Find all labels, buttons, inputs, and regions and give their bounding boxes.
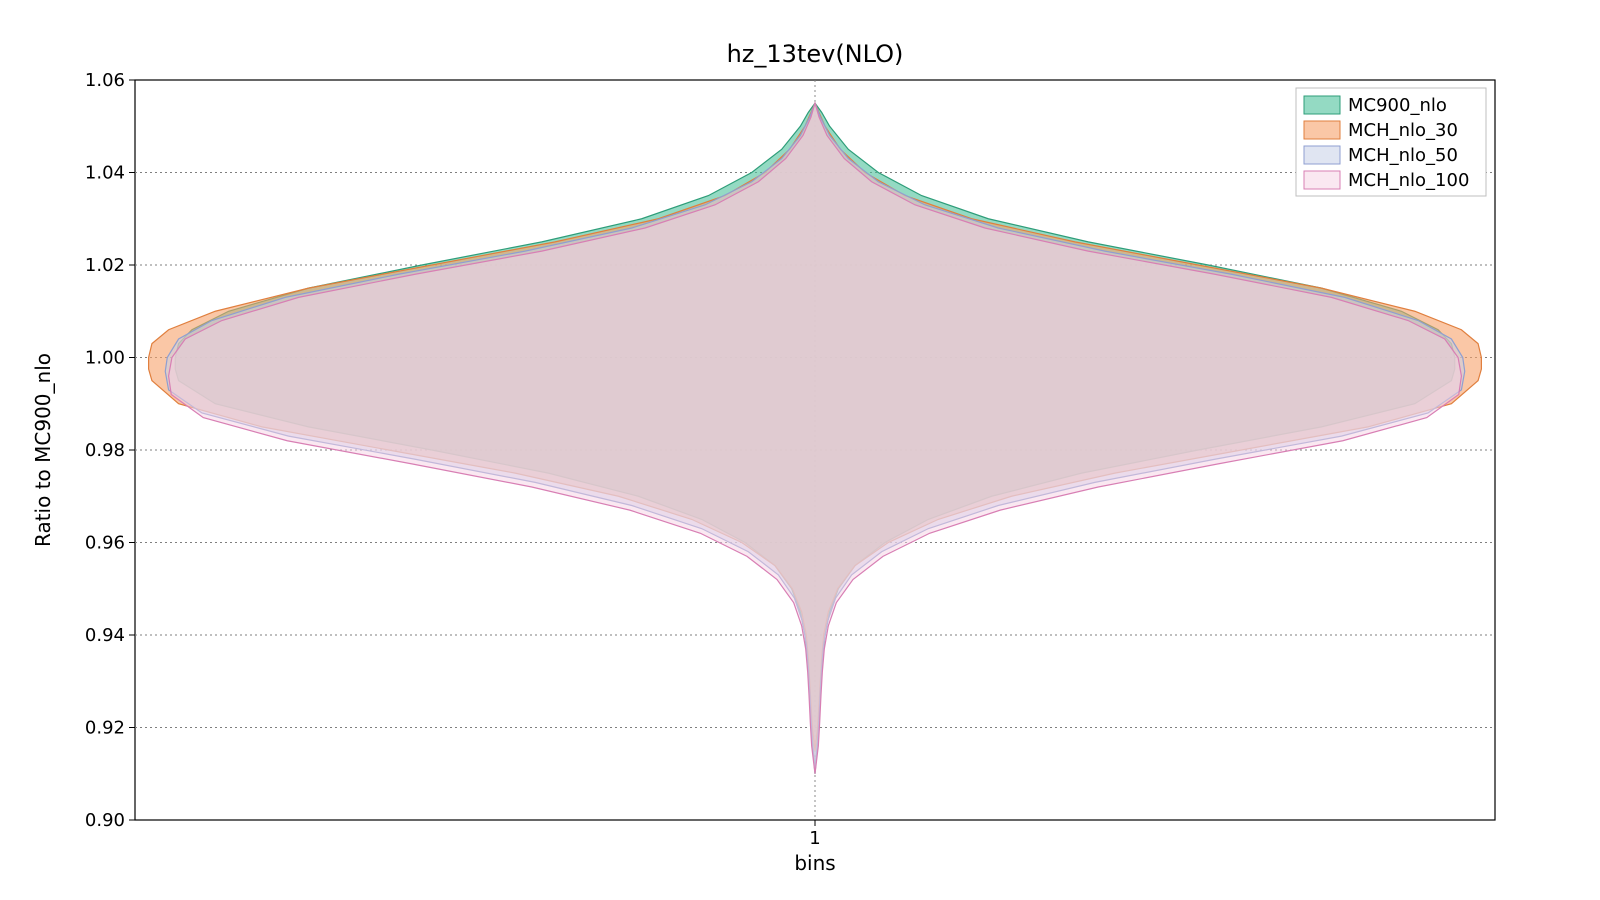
ylabel: Ratio to MC900_nlo: [31, 353, 55, 547]
legend-swatch: [1304, 96, 1340, 114]
ytick-label: 0.98: [85, 440, 125, 461]
legend-label: MCH_nlo_50: [1348, 145, 1458, 166]
legend-swatch: [1304, 171, 1340, 189]
ytick-label: 1.04: [85, 163, 125, 184]
xtick-label: 1: [809, 828, 820, 849]
ytick-label: 0.96: [85, 533, 125, 554]
ytick-label: 1.00: [85, 348, 125, 369]
legend-swatch: [1304, 146, 1340, 164]
ytick-label: 0.92: [85, 718, 125, 739]
legend-label: MC900_nlo: [1348, 95, 1447, 116]
legend-label: MCH_nlo_30: [1348, 120, 1458, 141]
legend-swatch: [1304, 121, 1340, 139]
xlabel: bins: [794, 851, 835, 875]
ytick-label: 0.90: [85, 810, 125, 831]
legend: MC900_nlo MCH_nlo_30 MCH_nlo_50 MCH_nlo_100: [1296, 88, 1486, 196]
ytick-label: 1.02: [85, 255, 125, 276]
chart-title: hz_13tev(NLO): [727, 40, 904, 68]
legend-label: MCH_nlo_100: [1348, 170, 1469, 191]
violin-chart: 0.90 0.92 0.94 0.96 0.98 1.00 1.02 1.04 1.06 1bin…: [0, 0, 1600, 900]
chart-container: 0.90 0.92 0.94 0.96 0.98 1.00 1.02 1.04 1.06 1bin…: [0, 0, 1600, 900]
ytick-label: 1.06: [85, 70, 125, 91]
ytick-label: 0.94: [85, 625, 125, 646]
